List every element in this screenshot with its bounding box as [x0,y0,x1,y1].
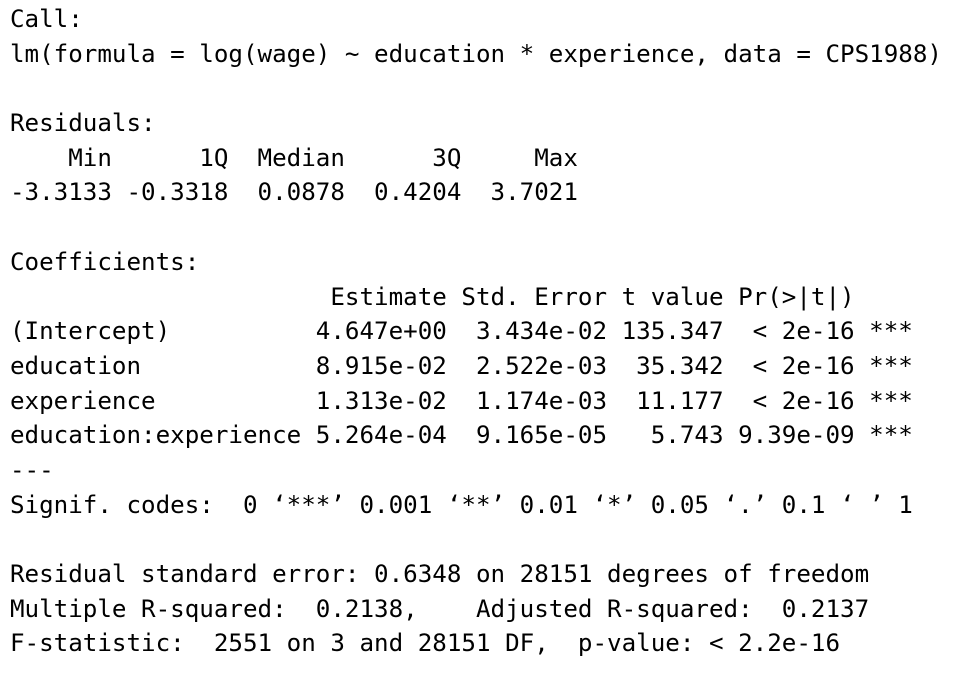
residuals-quantile-values: -3.3133 -0.3318 0.0878 0.4204 3.7021 [10,178,593,207]
coefficient-row-intercept: (Intercept) 4.647e+00 3.434e-02 135.347 … [10,317,913,346]
residuals-quantile-labels: Min 1Q Median 3Q Max [10,143,593,172]
call-header: Call: [10,5,83,33]
coefficients-header: Coefficients: [10,247,200,276]
signif-codes: Signif. codes: 0 ‘***’ 0.001 ‘**’ 0.01 ‘… [10,490,913,519]
blank-line [10,522,954,557]
coefficients-column-headers: Estimate Std. Error t value Pr(>|t|) [10,282,913,311]
r-squared-line: Multiple R-squared: 0.2138, Adjusted R-s… [10,594,884,623]
f-statistic-line: F-statistic: 2551 on 3 and 28151 DF, p-v… [10,629,841,658]
blank-line [10,71,954,106]
coefficient-row-education: education 8.915e-02 2.522e-03 35.342 < 2… [10,351,913,380]
coefficient-row-experience: experience 1.313e-02 1.174e-03 11.177 < … [10,386,913,415]
residuals-header: Residuals: [10,109,156,138]
blank-line [10,210,954,245]
coefficient-row-interaction: education:experience 5.264e-04 9.165e-05… [10,421,913,450]
call-formula: lm(formula = log(wage) ~ education * exp… [10,39,942,68]
separator-line: --- [10,455,54,484]
residual-standard-error: Residual standard error: 0.6348 on 28151… [10,560,870,588]
